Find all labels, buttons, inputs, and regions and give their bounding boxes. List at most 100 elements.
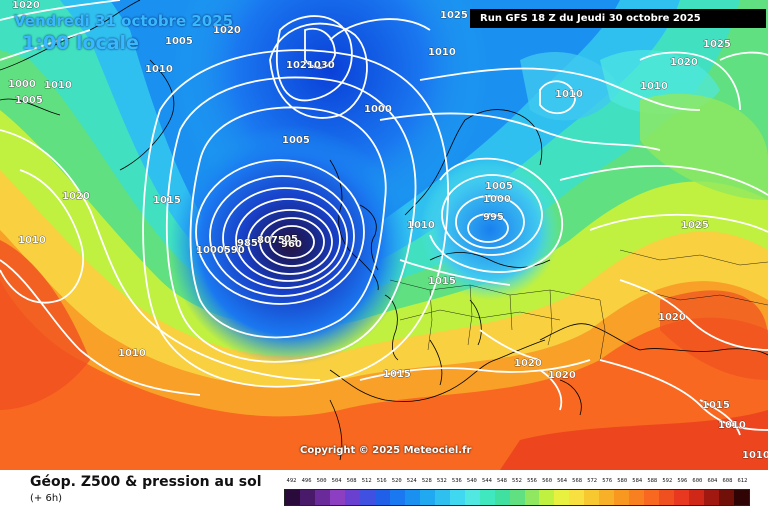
pressure-labels: 1020 1005 1010 1000 1010 1005 1020 1015 … [8,0,768,461]
pressure-label: 960 [281,239,302,250]
pressure-label: 1010 [555,89,583,100]
scale-swatch [614,490,630,505]
scale-label: 604 [707,478,718,484]
scale-label: 568 [572,478,583,484]
pressure-label: 1005 [282,135,310,146]
scale-label: 508 [346,478,357,484]
pressure-label: 1015 [383,369,411,380]
pressure-label: 1005 [15,95,43,106]
pressure-label: 1010 [640,81,668,92]
scale-swatch [554,490,570,505]
scale-label: 592 [662,478,673,484]
scale-swatch [419,490,435,505]
scale-label: 544 [481,478,492,484]
scale-label: 496 [301,478,312,484]
pressure-label: 1010 [145,64,173,75]
isobars [0,0,768,436]
scale-label: 612 [737,478,748,484]
scale-swatch [374,490,390,505]
scale-label: 520 [391,478,402,484]
scale-label: 580 [617,478,628,484]
scale-label: 524 [406,478,417,484]
pressure-label: 1025 [703,39,731,50]
scale-label: 512 [361,478,372,484]
scale-swatch [599,490,615,505]
scale-label: 500 [316,478,327,484]
scale-label: 596 [677,478,688,484]
pressure-label: 1005 [165,36,193,47]
scale-swatch [404,490,420,505]
pressure-label: 05 [284,234,298,245]
scale-swatch [449,490,465,505]
pressure-label: 8075 [257,235,285,246]
pressure-label: 1010 [118,348,146,359]
pressure-label: 1005 [485,181,513,192]
run-info-banner: Run GFS 18 Z du Jeudi 30 octobre 2025 [470,9,766,28]
scale-label: 548 [496,478,507,484]
scale-label: 516 [376,478,387,484]
scale-swatch [479,490,495,505]
scale-label: 536 [451,478,462,484]
scale-swatch [524,490,540,505]
scale-swatch [644,490,660,505]
scale-label: 588 [647,478,658,484]
scale-swatch [719,490,735,505]
pressure-label: 985 [237,238,258,249]
weather-map: 1020 1005 1010 1000 1010 1005 1020 1015 … [0,0,768,470]
valid-date: Vendredi 31 octobre 2025 [14,12,234,30]
pressure-label: 1010 [18,235,46,246]
scale-swatch [434,490,450,505]
pressure-label: 1010 [428,47,456,58]
scale-label: 552 [512,478,522,484]
scale-swatch [734,490,750,505]
color-scale-labels: 492 496 500 504 508 512 516 520 524 528 532 536 540 5… [282,478,752,488]
scale-label: 600 [692,478,703,484]
scale-label: 560 [542,478,553,484]
pressure-label: 1020 [62,191,90,202]
color-scale-bar [284,489,750,506]
scale-label: 572 [587,478,598,484]
pressure-label: 1000 [364,104,392,115]
pressure-label: 1020 [658,312,686,323]
pressure-label: 1010 [44,80,72,91]
pressure-label: 1015 [153,195,181,206]
scale-swatch [584,490,600,505]
pressure-label: 1010 [718,420,746,431]
scale-swatch [464,490,480,505]
scale-label: 528 [421,478,432,484]
scale-swatch [659,490,675,505]
scale-swatch [359,490,375,505]
scale-swatch [299,490,315,505]
scale-label: 564 [557,478,568,484]
scale-label: 608 [722,478,733,484]
scale-swatch [689,490,705,505]
scale-label: 584 [632,478,643,484]
scale-swatch [314,490,330,505]
pressure-label: 1020 [548,370,576,381]
scale-swatch [539,490,555,505]
scale-label: 540 [466,478,477,484]
pressure-label: 1000 [483,194,511,205]
pressure-label: 1020 [514,358,542,369]
scale-swatch [329,490,345,505]
forecast-step: (+ 6h) [30,493,63,504]
pressure-label: 1010 [742,450,768,461]
pressure-label: 1000 [8,79,36,90]
scale-label: 492 [286,478,297,484]
scale-label: 576 [602,478,613,484]
pressure-label: 1010 [407,220,435,231]
field-title: Géop. Z500 & pression au sol [30,474,262,490]
copyright: Copyright © 2025 Meteociel.fr [300,445,472,456]
scale-swatch [674,490,690,505]
country-borders [389,249,768,361]
scale-swatch [629,490,645,505]
scale-swatch [344,490,360,505]
local-time: 1:00 locale [22,32,139,54]
scale-swatch [389,490,405,505]
pressure-label: 1025 [681,220,709,231]
coastlines [0,0,768,461]
pressure-label: 1000590 [196,245,245,256]
pressure-label: 1020 [670,57,698,68]
scale-swatch [704,490,720,505]
pressure-label: 1021030 [286,60,335,71]
